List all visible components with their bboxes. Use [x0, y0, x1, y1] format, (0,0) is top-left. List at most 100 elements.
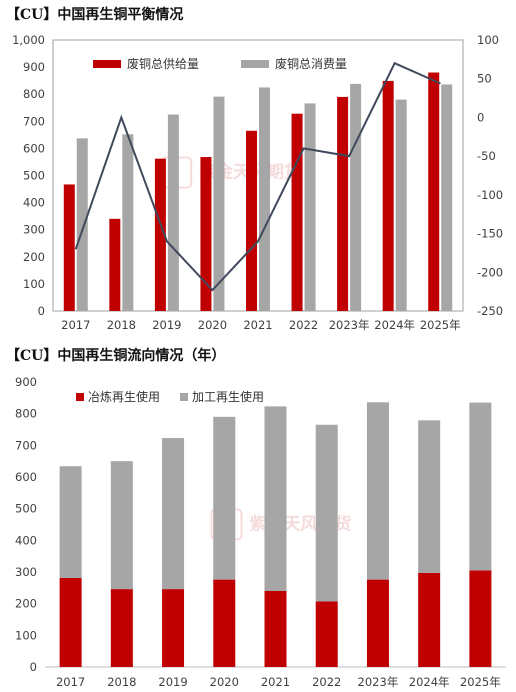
bar-consumption [122, 134, 134, 311]
x-tick-label: 2021 [261, 675, 290, 689]
y-left-tick-label: 600 [23, 141, 45, 155]
balance-point [439, 82, 441, 84]
bar-processing [59, 466, 82, 579]
y-left-tick-label: 300 [23, 223, 45, 237]
legend-label: 废铜总消费量 [275, 56, 347, 71]
legend: 冶炼再生使用 加工再生使用 [76, 389, 264, 404]
balance-point [75, 248, 77, 250]
bar-supply [291, 113, 303, 311]
bar-consumption [76, 138, 88, 311]
balance-point [211, 289, 213, 291]
x-tick-label: 2021 [243, 318, 272, 332]
y-right-tick-label: 100 [477, 33, 499, 47]
bar-consumption [167, 114, 179, 312]
bar-supply [382, 80, 394, 312]
bar-smelting [162, 589, 185, 667]
bar-processing [162, 438, 185, 590]
bar-supply [200, 157, 212, 311]
bar-supply [109, 218, 121, 311]
x-tick-label: 2024年 [374, 318, 415, 332]
panel2-title: 【CU】中国再生铜流向情况（年） [6, 348, 226, 364]
bar-smelting [418, 572, 441, 667]
y-left-tick-label: 800 [23, 87, 45, 101]
y-tick-label: 900 [15, 375, 37, 389]
bar-consumption [259, 87, 270, 311]
bar-supply [154, 158, 166, 311]
bar-consumption [213, 96, 225, 311]
balance-point [257, 240, 259, 242]
bar-smelting [315, 601, 338, 667]
x-tick-label: 2023年 [358, 675, 399, 689]
x-tick-label: 2023年 [329, 318, 370, 332]
x-tick-label: 2019 [158, 675, 187, 689]
y-right-tick-label: -250 [477, 304, 503, 318]
bar-supply [337, 96, 349, 311]
bar-processing [418, 420, 441, 573]
balance-chart: 01002003004005006007008009001,000-250-20… [12, 33, 503, 332]
bar-consumption [395, 99, 407, 312]
plot-frame [52, 39, 464, 312]
y-tick-label: 600 [15, 470, 37, 484]
balance-point [303, 147, 305, 149]
bar-smelting [213, 579, 236, 667]
legend-label: 冶炼再生使用 [88, 389, 160, 404]
legend-label: 加工再生使用 [192, 389, 264, 404]
y-right-tick-label: 0 [477, 110, 484, 124]
y-tick-label: 400 [15, 533, 37, 547]
y-tick-label: 0 [30, 660, 37, 674]
bar-supply [63, 184, 75, 311]
panel1-title: 【CU】中国再生铜平衡情况 [6, 7, 184, 23]
x-tick-label: 2018 [107, 675, 136, 689]
balance-point [348, 155, 350, 157]
bar-processing [366, 402, 389, 580]
y-left-tick-label: 700 [23, 114, 45, 128]
legend-label: 废铜总供给量 [127, 56, 199, 71]
bar-consumption [441, 84, 453, 311]
y-tick-label: 200 [15, 597, 37, 611]
y-tick-label: 500 [15, 502, 37, 516]
x-tick-label: 2025年 [420, 318, 461, 332]
legend-swatch [180, 393, 188, 401]
bar-processing [315, 424, 338, 602]
y-right-tick-label: 50 [477, 72, 492, 86]
bar-smelting [59, 578, 82, 667]
y-right-tick-label: -150 [477, 227, 503, 241]
legend-swatch [76, 393, 84, 401]
bar-smelting [469, 570, 492, 667]
y-left-tick-label: 100 [23, 277, 45, 291]
bar-processing [213, 416, 236, 580]
y-left-tick-label: 0 [38, 304, 45, 318]
y-tick-label: 100 [15, 628, 37, 642]
legend-swatch [241, 60, 269, 68]
bar-smelting [110, 589, 133, 667]
x-tick-label: 2017 [61, 318, 90, 332]
y-tick-label: 700 [15, 438, 37, 452]
balance-point [166, 240, 168, 242]
bar-smelting [264, 591, 287, 667]
y-tick-label: 300 [15, 565, 37, 579]
y-right-tick-label: -50 [477, 149, 496, 163]
balance-point [120, 116, 122, 118]
legend-swatch [93, 60, 121, 68]
y-right-tick-label: -200 [477, 265, 503, 279]
y-left-tick-label: 500 [23, 169, 45, 183]
y-left-tick-label: 1,000 [12, 33, 45, 47]
y-left-tick-label: 200 [23, 250, 45, 264]
x-tick-label: 2019 [152, 318, 181, 332]
y-right-tick-label: -100 [477, 188, 503, 202]
bar-supply [246, 130, 257, 311]
legend: 废铜总供给量 废铜总消费量 [93, 56, 347, 71]
x-tick-label: 2020 [198, 318, 227, 332]
x-tick-label: 2017 [56, 675, 85, 689]
bar-smelting [366, 579, 389, 667]
bar-consumption [304, 103, 316, 311]
bar-consumption [350, 83, 362, 311]
y-left-tick-label: 900 [23, 60, 45, 74]
y-left-tick-label: 400 [23, 196, 45, 210]
x-tick-label: 2018 [107, 318, 136, 332]
bar-processing [469, 402, 492, 571]
x-tick-label: 2024年 [409, 675, 450, 689]
bar-supply [428, 72, 440, 312]
bar-processing [110, 461, 133, 590]
